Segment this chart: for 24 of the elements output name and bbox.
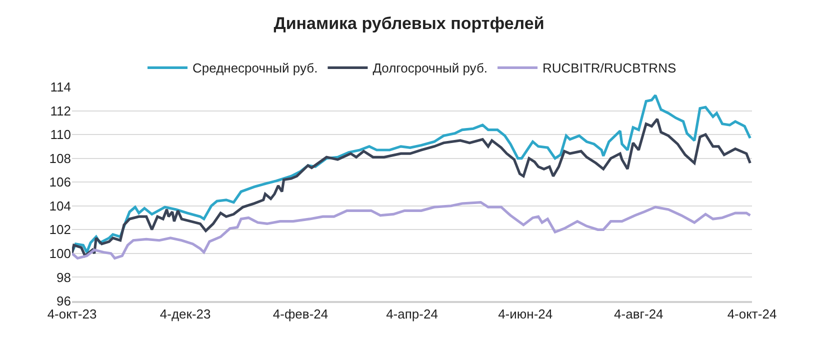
x-tick-label: 4-апр-24: [386, 306, 438, 322]
y-tick-label: 96: [56, 294, 71, 309]
legend-label: RUCBITR/RUCBTRNS: [542, 60, 676, 76]
x-tick-label: 4-фев-24: [272, 306, 328, 322]
y-tick-label: 100: [49, 246, 71, 261]
chart-title: Динамика рублевых портфелей: [274, 14, 544, 34]
y-tick-label: 106: [49, 174, 71, 190]
y-tick-label: 114: [50, 80, 71, 95]
x-tick-label: 4-дек-23: [160, 306, 211, 322]
x-tick-label: 4-июн-24: [498, 306, 553, 322]
legend-label: Среднесрочный руб.: [192, 60, 318, 76]
legend-label: Долгосрочный руб.: [372, 60, 488, 76]
line-series: [72, 94, 752, 254]
x-tick-label: 4-авг-24: [614, 306, 664, 322]
line-series: [72, 118, 752, 258]
y-tick-label: 112: [50, 103, 71, 118]
x-tick-label: 4-окт-23: [47, 306, 97, 322]
y-tick-label: 110: [50, 127, 71, 142]
y-tick-label: 104: [49, 198, 71, 214]
x-tick-label: 4-окт-24: [727, 306, 777, 322]
y-tick-label: 108: [49, 150, 71, 166]
y-tick-label: 98: [56, 270, 71, 285]
line-series: [72, 201, 752, 260]
y-tick-label: 102: [49, 222, 71, 238]
